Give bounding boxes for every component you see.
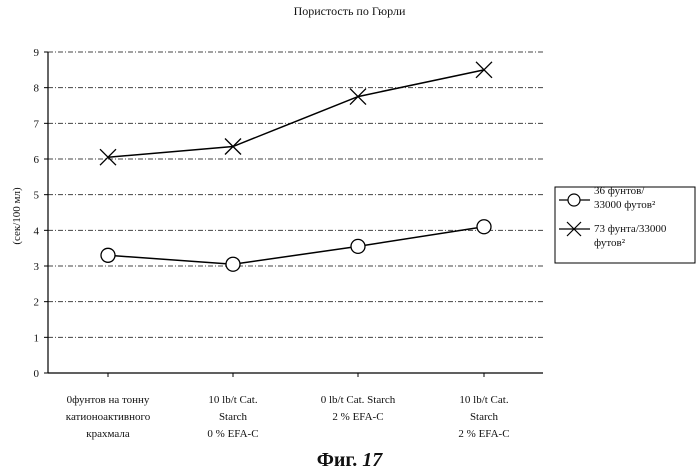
series-line-2 (108, 70, 484, 157)
y-tick-label: 9 (34, 47, 40, 59)
figure-caption-label: Фиг. (317, 449, 358, 471)
circle-point (226, 257, 240, 271)
circle-point (477, 220, 491, 234)
y-tick-label: 8 (34, 83, 40, 95)
y-tick-label: 3 (34, 261, 40, 273)
y-axis-label: (сек/100 мл) (11, 161, 23, 271)
x-point (350, 89, 366, 105)
circle-point (101, 248, 115, 262)
legend-label-line: 73 фунта/33000 (594, 222, 666, 236)
x-tick-label: 0 lb/t Cat. Starch2 % EFA-C (293, 392, 423, 426)
x-tick-label-line: 0 % EFA-C (168, 426, 298, 443)
grid-lines (48, 52, 543, 337)
axes (44, 52, 543, 377)
circle-point (351, 239, 365, 253)
x-tick-label-line: Starch (168, 409, 298, 426)
y-tick-label: 7 (34, 118, 40, 130)
y-tick-label: 0 (34, 368, 40, 380)
x-tick-label-line: катионоактивного (43, 409, 173, 426)
x-tick-label: 0фунтов на тоннукатионоактивногокрахмала (43, 392, 173, 443)
y-tick-label: 5 (34, 190, 40, 202)
x-tick-label-line: 0фунтов на тонну (43, 392, 173, 409)
chart-title: Пористость по Гюрли (0, 4, 699, 19)
y-tick-label: 4 (34, 225, 40, 237)
legend-label-line: 33000 футов² (594, 198, 655, 212)
y-tick-label: 6 (34, 154, 40, 166)
legend-marker-circle (568, 194, 580, 206)
x-tick-label-line: Starch (419, 409, 549, 426)
figure-caption: Фиг. 17 (0, 449, 699, 472)
legend-label-1: 36 фунтов/33000 футов² (594, 184, 655, 212)
x-tick-label-line: 10 lb/t Cat. (168, 392, 298, 409)
x-tick-label-line: 2 % EFA-C (293, 409, 423, 426)
series-lines (100, 62, 492, 271)
x-tick-label: 10 lb/t Cat.Starch0 % EFA-C (168, 392, 298, 443)
figure-caption-number: 17 (362, 449, 382, 471)
legend-label-2: 73 фунта/33000футов² (594, 222, 666, 250)
x-tick-label: 10 lb/t Cat.Starch2 % EFA-C (419, 392, 549, 443)
legend-label-line: футов² (594, 236, 666, 250)
legend-label-line: 36 фунтов/ (594, 184, 655, 198)
x-tick-label-line: 10 lb/t Cat. (419, 392, 549, 409)
x-point (476, 62, 492, 78)
x-tick-label-line: 2 % EFA-C (419, 426, 549, 443)
y-tick-label: 2 (34, 297, 40, 309)
series-line-1 (108, 227, 484, 264)
y-tick-label: 1 (34, 332, 40, 344)
y-tick-labels: 0 1 2 3 4 5 6 7 8 9 (34, 47, 40, 380)
x-tick-label-line: крахмала (43, 426, 173, 443)
x-tick-label-line: 0 lb/t Cat. Starch (293, 392, 423, 409)
